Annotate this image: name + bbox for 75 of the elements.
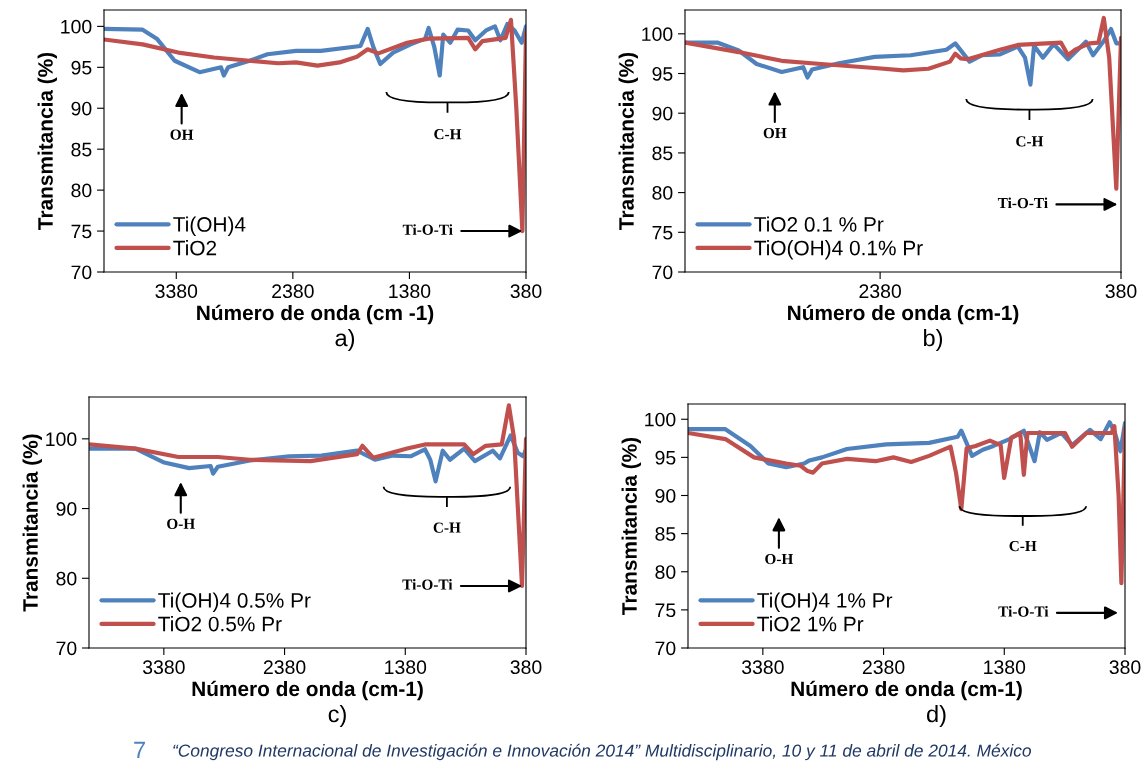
x-tick-label: 3380 [741, 660, 784, 675]
y-tick-label: 95 [655, 450, 676, 465]
text: d) [927, 704, 946, 727]
text: c) [328, 704, 346, 727]
y-tick-label: 75 [655, 603, 676, 618]
y-axis-title: Transmitancia (%) [618, 52, 638, 230]
y-tick-label: 85 [652, 146, 673, 161]
y-tick-label: 75 [71, 224, 92, 239]
y-axis-title: Transmitancia (%) [22, 434, 42, 612]
legend-label: TiO2 0.5% Pr [158, 616, 282, 632]
text: a) [335, 328, 355, 351]
annotation: Ti-O-Ti [402, 224, 453, 235]
y-tick-label: 85 [71, 142, 92, 157]
y-tick-label: 75 [652, 225, 673, 240]
annotation: C-H [1009, 540, 1037, 552]
y-tick-label: 100 [61, 19, 92, 34]
text: “Congreso Internacional de Investigación e Innovación 2014” Multidisciplinario, 10 y 11 de abril de 2014. México [173, 743, 1032, 761]
x-axis-title: Número de onda (cm-1) [192, 680, 423, 701]
annotation: Ti-O-Ti [998, 605, 1049, 617]
y-tick-label: 70 [56, 641, 77, 656]
x-tick-label: 3380 [155, 284, 198, 299]
x-tick-label: 2380 [859, 284, 901, 299]
y-axis-title: Transmitancia (%) [37, 52, 57, 230]
x-tick-label: 2380 [862, 660, 905, 675]
y-tick-label: 90 [655, 488, 676, 503]
legend-label: Ti(OH)4 [173, 216, 246, 236]
x-tick-label: 1380 [984, 660, 1026, 675]
legend-label: Ti(OH)4 1% Pr [757, 592, 893, 612]
annotation: C-H [433, 522, 461, 533]
legend-label: TiO(OH)4 0.1% Pr [754, 240, 923, 260]
y-tick-label: 80 [652, 186, 673, 200]
x-axis-title: Número de onda (cm-1) [791, 680, 1022, 701]
y-tick-label: 95 [652, 66, 673, 81]
text: 7 [134, 741, 145, 759]
legend-label: TiO2 0.1 % Pr [754, 216, 884, 232]
y-tick-label: 90 [652, 106, 673, 121]
legend-label: Ti(OH)4 0.5% Pr [158, 592, 311, 612]
y-axis-title: Transmitancia (%) [621, 437, 641, 615]
x-tick-label: 380 [510, 284, 542, 299]
y-tick-label: 90 [56, 502, 77, 516]
y-tick-label: 95 [71, 60, 92, 75]
y-tick-label: 100 [645, 412, 676, 427]
x-tick-label: 1380 [385, 660, 427, 675]
y-tick-label: 70 [655, 641, 676, 656]
line-series [685, 15, 1121, 191]
y-tick-label: 70 [652, 265, 673, 280]
line-series [688, 424, 1125, 586]
y-tick-label: 90 [71, 101, 92, 116]
x-tick-label: 1380 [389, 284, 431, 299]
x-tick-label: 380 [1105, 284, 1137, 299]
annotation: OH [170, 129, 194, 140]
x-tick-label: 2380 [263, 660, 306, 675]
x-axis-title: Número de onda (cm -1) [197, 304, 434, 325]
x-tick-label: 380 [1109, 660, 1141, 675]
legend-label: TiO2 1% Pr [757, 616, 864, 632]
y-tick-label: 80 [71, 183, 92, 198]
text: b) [924, 328, 943, 351]
legend-label: TiO2 [173, 240, 217, 256]
x-tick-label: 3380 [142, 660, 185, 675]
y-tick-label: 100 [46, 432, 77, 447]
annotation: C-H [1016, 136, 1044, 147]
y-tick-label: 85 [655, 527, 676, 541]
annotation: O-H [167, 518, 195, 529]
annotation: O-H [765, 553, 794, 565]
x-tick-label: 2380 [272, 284, 314, 299]
annotation: OH [763, 127, 787, 139]
annotation: C-H [434, 129, 462, 140]
y-tick-label: 70 [71, 265, 92, 280]
y-tick-label: 80 [56, 571, 77, 586]
x-tick-label: 380 [510, 660, 542, 675]
y-tick-label: 100 [642, 27, 673, 42]
x-axis-title: Número de onda (cm-1) [788, 304, 1019, 325]
y-tick-label: 80 [655, 565, 676, 579]
annotation: Ti-O-Ti [402, 579, 453, 590]
annotation: Ti-O-Ti [997, 197, 1048, 209]
